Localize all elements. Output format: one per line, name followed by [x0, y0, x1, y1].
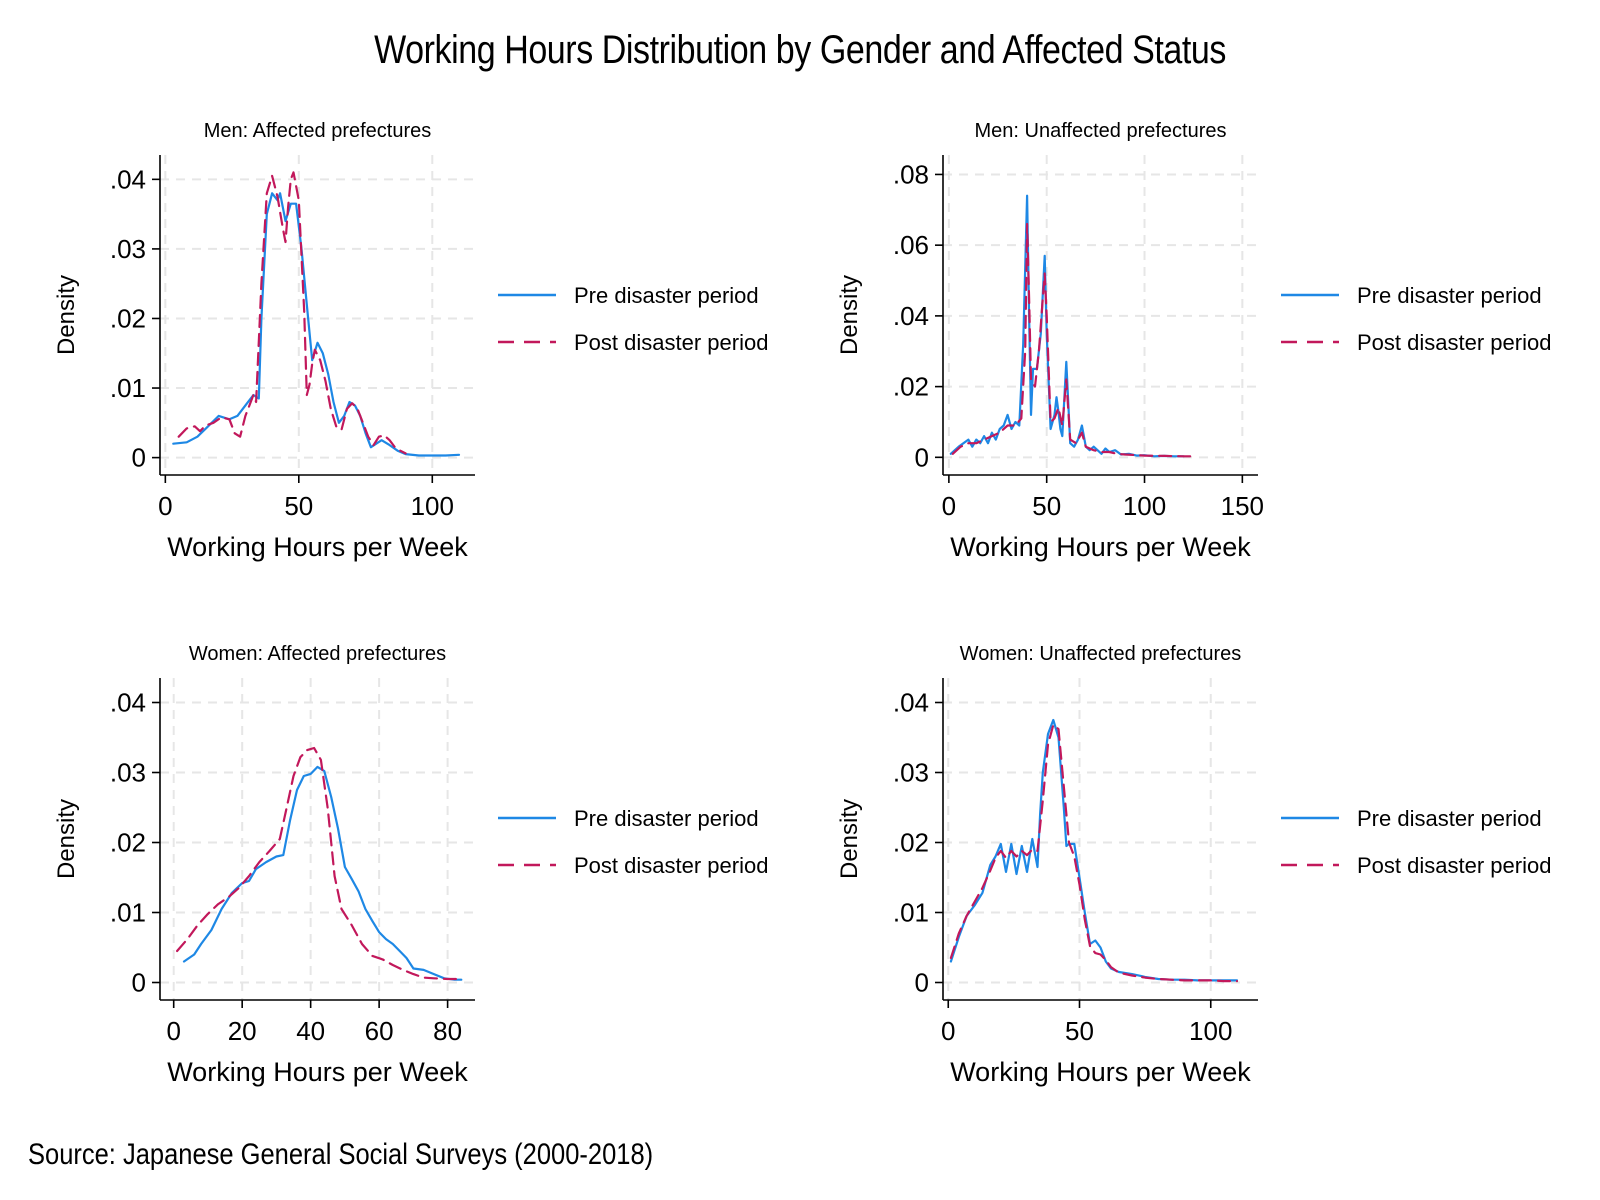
x-axis-label: Working Hours per Week: [167, 532, 468, 562]
series-post-line: [177, 171, 407, 455]
panel-2: 0 .02 .04 .06 .08 0 50 100 150 Men: Unaffected pr…: [836, 120, 1551, 562]
legend: Pre disaster period Post disaster period: [498, 283, 768, 355]
y-tick-label: .02: [893, 828, 929, 858]
series-pre-line: [949, 718, 1239, 982]
legend: Pre disaster period Post disaster period: [498, 806, 768, 878]
series-pre-line: [182, 765, 463, 981]
x-tick-label: 100: [1189, 1016, 1232, 1046]
y-axis-label: Density: [836, 275, 863, 355]
legend-pre-label: Pre disaster period: [1357, 283, 1542, 308]
panel-4: 0 .01 .02 .03 .04 0 50 100 Women: Unaffected pre…: [836, 643, 1551, 1087]
y-tick-label: .03: [110, 234, 146, 264]
y-tick-label: 0: [132, 443, 146, 473]
series-post-line: [176, 746, 459, 981]
legend-post-label: Post disaster period: [1357, 853, 1551, 878]
y-tick-label: .04: [893, 301, 929, 331]
series-pre-line: [172, 192, 461, 457]
subplot-title: Men: Unaffected prefectures: [975, 120, 1227, 142]
legend-post-label: Post disaster period: [574, 330, 768, 355]
x-tick-label: 60: [365, 1016, 394, 1046]
y-tick-label: .02: [110, 303, 146, 333]
x-axis-label: Working Hours per Week: [950, 532, 1251, 562]
y-tick-label: 0: [132, 968, 146, 998]
y-tick-label: .06: [893, 230, 929, 260]
y-tick-label: .01: [110, 373, 146, 403]
y-tick-label: .04: [110, 688, 146, 718]
series-post-line: [949, 723, 1239, 983]
legend-pre-label: Pre disaster period: [574, 283, 759, 308]
x-tick-label: 50: [1065, 1016, 1094, 1046]
x-tick-label: 80: [433, 1016, 462, 1046]
x-tick-label: 40: [296, 1016, 325, 1046]
legend-post-label: Post disaster period: [1357, 330, 1551, 355]
main-title: Working Hours Distribution by Gender and…: [374, 28, 1226, 72]
y-tick-label: .02: [893, 372, 929, 402]
y-axis-label: Density: [53, 275, 80, 355]
source-note: Source: Japanese General Social Surveys …: [28, 1138, 654, 1171]
x-tick-label: 150: [1221, 491, 1264, 521]
y-axis-label: Density: [53, 799, 80, 879]
legend-pre-label: Pre disaster period: [574, 806, 759, 831]
panel-3: 0 .01 .02 .03 .04 0 20 40 60 80 Women: Affected pr…: [53, 643, 768, 1087]
legend: Pre disaster period Post disaster period: [1281, 283, 1551, 355]
y-tick-label: .08: [893, 159, 929, 189]
y-tick-label: 0: [915, 442, 929, 472]
y-tick-label: 0: [915, 968, 929, 998]
series-post-line: [951, 222, 1195, 458]
x-tick-label: 50: [284, 491, 313, 521]
y-tick-label: .03: [893, 758, 929, 788]
x-tick-label: 0: [941, 1016, 955, 1046]
x-tick-label: 0: [942, 491, 956, 521]
y-tick-label: .01: [893, 898, 929, 928]
y-tick-label: .04: [893, 688, 929, 718]
x-tick-label: 50: [1032, 491, 1061, 521]
x-tick-label: 20: [228, 1016, 257, 1046]
y-tick-label: .02: [110, 828, 146, 858]
subplot-title: Men: Affected prefectures: [204, 120, 432, 142]
y-axis-label: Density: [836, 799, 863, 879]
y-tick-label: .04: [110, 164, 146, 194]
y-tick-label: .03: [110, 758, 146, 788]
legend-pre-label: Pre disaster period: [1357, 806, 1542, 831]
x-tick-label: 100: [411, 491, 454, 521]
x-tick-label: 100: [1123, 491, 1166, 521]
x-tick-label: 0: [166, 1016, 180, 1046]
x-tick-label: 0: [158, 491, 172, 521]
subplot-title: Women: Affected prefectures: [189, 643, 446, 665]
x-axis-label: Working Hours per Week: [167, 1057, 468, 1087]
series-pre-line: [949, 194, 1185, 458]
y-tick-label: .01: [110, 898, 146, 928]
legend-post-label: Post disaster period: [574, 853, 768, 878]
subplot-title: Women: Unaffected prefectures: [960, 643, 1242, 665]
x-axis-label: Working Hours per Week: [950, 1057, 1251, 1087]
legend: Pre disaster period Post disaster period: [1281, 806, 1551, 878]
panel-1: 0 .01 .02 .03 .04 0 50 100 Men: Affected prefect…: [53, 120, 768, 562]
